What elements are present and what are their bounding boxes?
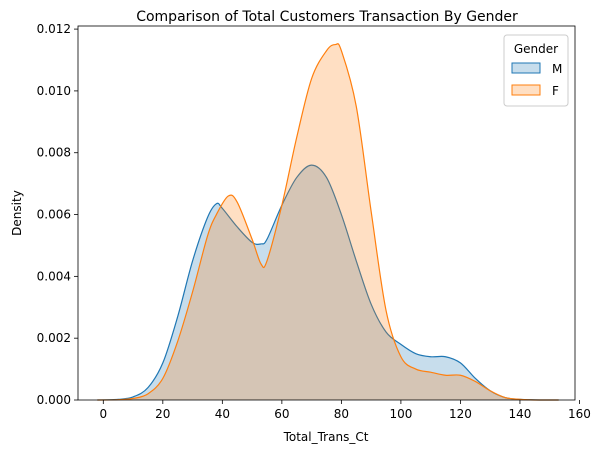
legend-swatch-f	[511, 84, 541, 96]
legend: Gender M F	[503, 34, 569, 107]
axes-layer	[77, 25, 576, 401]
y-tick-label: 0.008	[37, 146, 71, 160]
legend-label-m: M	[552, 62, 562, 76]
density-line-m	[97, 164, 559, 401]
x-tick-label: 20	[155, 407, 170, 421]
y-tick-label: 0.002	[37, 331, 71, 345]
x-tick-label: 80	[334, 407, 349, 421]
x-tick-label: 120	[449, 407, 472, 421]
plot-background	[78, 26, 575, 400]
x-tick-label: 0	[99, 407, 107, 421]
series-layer	[97, 43, 559, 401]
x-tick-label: 60	[274, 407, 289, 421]
x-tick-label: 160	[568, 407, 591, 421]
legend-box	[503, 34, 569, 107]
legend-label-f: F	[552, 84, 559, 98]
y-axis-label: Density	[10, 190, 24, 236]
density-line-f	[97, 43, 559, 401]
density-area-f	[97, 43, 559, 400]
ticks-layer: 0 20 40 60 80 100 120 140 160 0.000 0.002 0.004 0.00…	[37, 22, 591, 421]
x-tick-label: 40	[215, 407, 230, 421]
x-axis-label: Total_Trans_Ct	[283, 430, 369, 444]
y-tick-label: 0.000	[37, 393, 71, 407]
y-tick-label: 0.012	[37, 22, 71, 36]
legend-swatch-m	[511, 62, 541, 74]
x-tick-label: 100	[389, 407, 412, 421]
y-tick-label: 0.006	[37, 208, 71, 222]
legend-title: Gender	[514, 42, 558, 56]
x-tick-label: 140	[508, 407, 531, 421]
y-tick-label: 0.010	[37, 84, 71, 98]
y-tick-label: 0.004	[37, 269, 71, 283]
density-area-m	[97, 165, 559, 400]
chart-title: Comparison of Total Customers Transactio…	[136, 9, 518, 25]
plot-frame	[77, 25, 576, 401]
